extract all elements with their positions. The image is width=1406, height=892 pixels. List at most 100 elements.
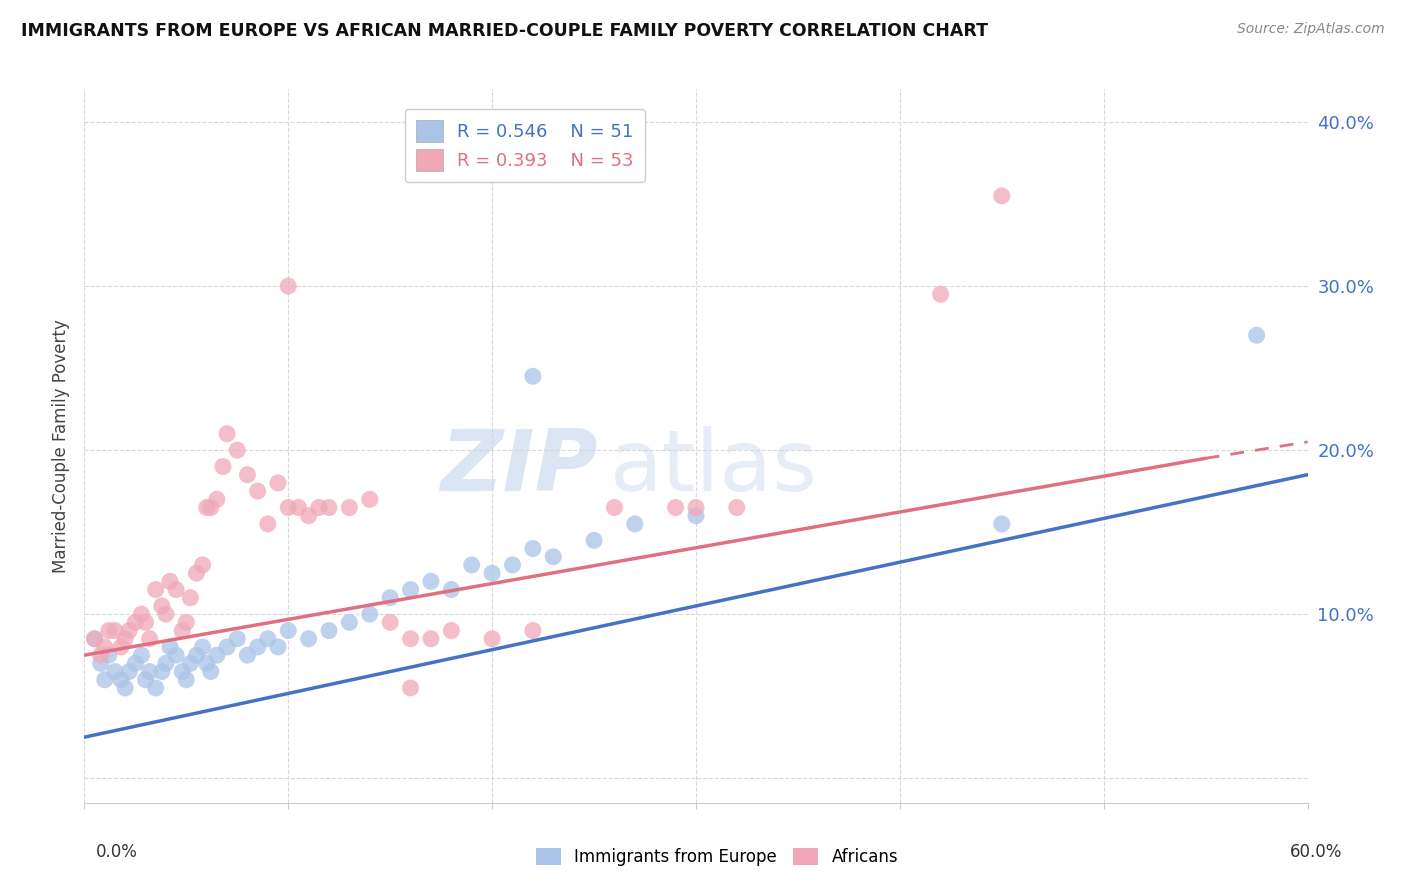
- Point: [179, 591, 201, 605]
- Point: [481, 566, 503, 581]
- Point: [502, 558, 524, 572]
- Point: [205, 648, 228, 662]
- Point: [1246, 328, 1268, 343]
- Point: [624, 516, 647, 531]
- Point: [217, 426, 239, 441]
- Point: [226, 632, 249, 646]
- Point: [287, 500, 309, 515]
- Point: [97, 648, 120, 662]
- Point: [522, 541, 544, 556]
- Point: [172, 665, 194, 679]
- Point: [318, 624, 340, 638]
- Point: [583, 533, 606, 548]
- Point: [110, 640, 132, 654]
- Point: [186, 648, 208, 662]
- Point: [339, 500, 361, 515]
- Point: [212, 459, 235, 474]
- Point: [179, 657, 201, 671]
- Point: [145, 582, 167, 597]
- Point: [155, 607, 177, 622]
- Point: [83, 632, 105, 646]
- Point: [110, 673, 132, 687]
- Point: [420, 574, 443, 589]
- Point: [308, 500, 330, 515]
- Point: [226, 443, 249, 458]
- Point: [90, 648, 112, 662]
- Point: [191, 640, 214, 654]
- Point: [359, 607, 381, 622]
- Point: [135, 673, 157, 687]
- Point: [135, 615, 157, 630]
- Point: [174, 615, 197, 630]
- Point: [118, 665, 141, 679]
- Point: [138, 632, 160, 646]
- Point: [174, 673, 197, 687]
- Point: [267, 475, 290, 490]
- Point: [114, 681, 136, 695]
- Point: [277, 500, 299, 515]
- Point: [246, 640, 269, 654]
- Point: [725, 500, 748, 515]
- Point: [440, 582, 463, 597]
- Point: [991, 189, 1014, 203]
- Point: [298, 632, 321, 646]
- Point: [298, 508, 321, 523]
- Point: [150, 665, 173, 679]
- Point: [200, 500, 222, 515]
- Point: [195, 500, 218, 515]
- Point: [603, 500, 626, 515]
- Point: [380, 615, 402, 630]
- Point: [522, 369, 544, 384]
- Point: [93, 640, 115, 654]
- Legend: Immigrants from Europe, Africans: Immigrants from Europe, Africans: [529, 841, 905, 873]
- Point: [172, 624, 194, 638]
- Point: [685, 508, 707, 523]
- Point: [440, 624, 463, 638]
- Point: [97, 624, 120, 638]
- Point: [114, 632, 136, 646]
- Point: [150, 599, 173, 613]
- Point: [380, 591, 402, 605]
- Text: 60.0%: 60.0%: [1291, 843, 1343, 861]
- Text: IMMIGRANTS FROM EUROPE VS AFRICAN MARRIED-COUPLE FAMILY POVERTY CORRELATION CHAR: IMMIGRANTS FROM EUROPE VS AFRICAN MARRIE…: [21, 22, 988, 40]
- Point: [543, 549, 565, 564]
- Point: [665, 500, 688, 515]
- Point: [685, 500, 707, 515]
- Point: [522, 624, 544, 638]
- Point: [399, 632, 422, 646]
- Point: [246, 484, 269, 499]
- Point: [159, 640, 181, 654]
- Text: Source: ZipAtlas.com: Source: ZipAtlas.com: [1237, 22, 1385, 37]
- Point: [205, 492, 228, 507]
- Point: [93, 673, 115, 687]
- Point: [124, 615, 146, 630]
- Y-axis label: Married-Couple Family Poverty: Married-Couple Family Poverty: [52, 319, 70, 573]
- Point: [118, 624, 141, 638]
- Point: [399, 681, 422, 695]
- Point: [145, 681, 167, 695]
- Point: [461, 558, 484, 572]
- Point: [420, 632, 443, 646]
- Point: [399, 582, 422, 597]
- Point: [124, 657, 146, 671]
- Point: [277, 279, 299, 293]
- Point: [200, 665, 222, 679]
- Point: [155, 657, 177, 671]
- Point: [257, 516, 280, 531]
- Point: [991, 516, 1014, 531]
- Point: [267, 640, 290, 654]
- Point: [318, 500, 340, 515]
- Point: [83, 632, 105, 646]
- Text: atlas: atlas: [610, 425, 818, 509]
- Point: [217, 640, 239, 654]
- Point: [195, 657, 218, 671]
- Point: [929, 287, 952, 301]
- Point: [481, 632, 503, 646]
- Point: [359, 492, 381, 507]
- Point: [104, 665, 127, 679]
- Point: [90, 657, 112, 671]
- Point: [236, 648, 259, 662]
- Point: [131, 607, 153, 622]
- Point: [186, 566, 208, 581]
- Text: 0.0%: 0.0%: [96, 843, 138, 861]
